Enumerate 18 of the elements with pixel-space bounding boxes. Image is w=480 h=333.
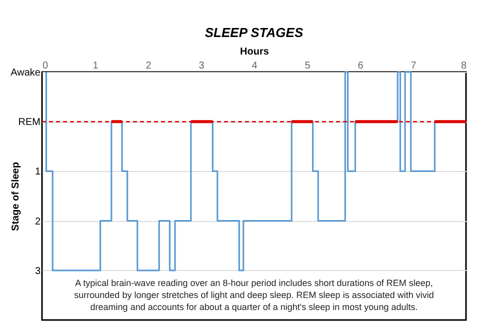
x-tick-label: 0: [42, 60, 48, 72]
x-tick-label: 2: [146, 60, 152, 72]
x-tick-label: 4: [252, 60, 258, 72]
annotation: A typical brain-wave reading over an 8-hour period includes short durations of REM sleep, surrounded by longer stretches of light and deep sleep. REM sleep is associated with vivid dreaming and accounts for about a quarter of a night's sleep in most young adults.: [74, 278, 434, 312]
x-tick-label: 7: [410, 60, 417, 72]
x-tick-label: 1: [92, 60, 99, 72]
y-tick-label: 3: [34, 266, 41, 277]
y-tick-label: 1: [34, 166, 41, 178]
y-tick-label: REM: [18, 117, 40, 128]
x-tick-label: 8: [460, 60, 467, 72]
x-tick-label: 6: [358, 60, 364, 72]
x-axis-title: Hours: [240, 46, 270, 58]
x-tick-label: 3: [198, 60, 205, 72]
x-tick-label: 5: [304, 60, 311, 72]
y-tick-label: 2: [34, 216, 41, 228]
y-axis-title: Stage of Sleep: [10, 162, 22, 231]
chart-title: SLEEP STAGES: [204, 25, 304, 40]
y-tick-label: Awake: [10, 68, 41, 78]
